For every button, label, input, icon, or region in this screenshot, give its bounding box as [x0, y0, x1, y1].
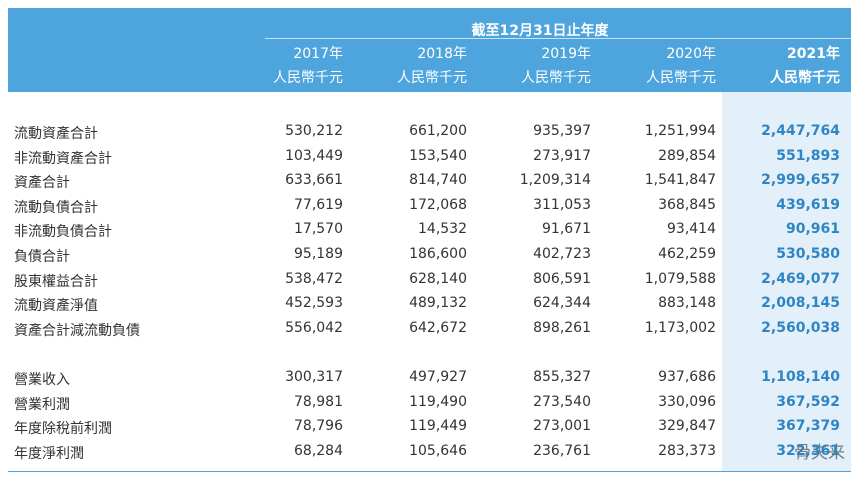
cell-value: 2,469,077 — [761, 270, 840, 287]
cell-value: 153,540 — [409, 147, 467, 164]
cell-value: 661,200 — [409, 123, 467, 139]
row-label: 營業利潤 — [14, 396, 70, 413]
cell-value: 283,373 — [658, 442, 716, 459]
cell-value: 624,344 — [533, 295, 591, 312]
row-label: 負債合計 — [14, 249, 70, 265]
row-label: 流動資產淨值 — [14, 298, 98, 315]
cell-value: 77,619 — [294, 196, 343, 213]
cell-value: 452,593 — [285, 295, 343, 312]
cell-value: 642,672 — [409, 319, 467, 336]
cell-value: 1,541,847 — [644, 172, 716, 189]
cell-value: 937,686 — [658, 369, 716, 385]
cell-value: 236,761 — [533, 442, 591, 459]
cell-value: 68,284 — [294, 442, 343, 459]
cell-value: 935,397 — [533, 123, 591, 139]
column-unit: 人民幣千元 — [646, 70, 716, 86]
row-label: 流動資產合計 — [14, 126, 98, 142]
cell-value: 300,317 — [285, 369, 343, 385]
cell-value: 93,414 — [667, 221, 716, 238]
row-label: 營業收入 — [14, 372, 70, 388]
row-label: 年度淨利潤 — [14, 445, 84, 462]
cell-value: 1,173,002 — [644, 319, 716, 336]
column-year: 2018年 — [417, 46, 467, 62]
cell-value: 368,845 — [658, 196, 716, 213]
cell-value: 119,490 — [409, 393, 467, 410]
cell-value: 402,723 — [533, 246, 591, 262]
cell-value: 273,917 — [533, 147, 591, 164]
bottom-rule — [8, 471, 851, 472]
cell-value: 2,447,764 — [761, 123, 840, 139]
cell-value: 78,796 — [294, 418, 343, 435]
cell-value: 806,591 — [533, 270, 591, 287]
cell-value: 551,893 — [776, 147, 840, 164]
column-year: 2017年 — [293, 46, 343, 62]
row-label: 股東權益合計 — [14, 273, 98, 290]
highlight-column — [722, 92, 851, 472]
column-year: 2021年 — [787, 46, 840, 62]
watermark: 骨夫来 — [794, 443, 845, 463]
cell-value: 90,961 — [785, 221, 840, 238]
column-unit: 人民幣千元 — [521, 70, 591, 86]
cell-value: 330,096 — [658, 393, 716, 410]
cell-value: 530,212 — [285, 123, 343, 139]
row-label: 非流動資產合計 — [14, 150, 112, 167]
cell-value: 14,532 — [418, 221, 467, 238]
cell-value: 439,619 — [776, 196, 840, 213]
cell-value: 814,740 — [409, 172, 467, 189]
row-label: 流動負債合計 — [14, 199, 98, 216]
cell-value: 633,661 — [285, 172, 343, 189]
column-unit: 人民幣千元 — [397, 70, 467, 86]
column-year: 2019年 — [541, 46, 591, 62]
cell-value: 119,449 — [409, 418, 467, 435]
row-label: 年度除稅前利潤 — [14, 421, 112, 438]
cell-value: 628,140 — [409, 270, 467, 287]
cell-value: 17,570 — [294, 221, 343, 238]
cell-value: 186,600 — [409, 246, 467, 262]
row-label: 資產合計 — [14, 175, 70, 192]
cell-value: 855,327 — [533, 369, 591, 385]
cell-value: 367,379 — [776, 418, 840, 435]
cell-value: 1,251,994 — [644, 123, 716, 139]
cell-value: 2,008,145 — [761, 295, 840, 312]
column-unit: 人民幣千元 — [770, 70, 840, 86]
cell-value: 883,148 — [658, 295, 716, 312]
cell-value: 273,001 — [533, 418, 591, 435]
row-label: 非流動負債合計 — [14, 224, 112, 241]
cell-value: 1,108,140 — [761, 369, 840, 385]
header-rule — [265, 38, 851, 39]
cell-value: 898,261 — [533, 319, 591, 336]
cell-value: 556,042 — [285, 319, 343, 336]
cell-value: 367,592 — [776, 393, 840, 410]
cell-value: 538,472 — [285, 270, 343, 287]
cell-value: 172,068 — [409, 196, 467, 213]
cell-value: 2,560,038 — [761, 319, 840, 336]
cell-value: 2,999,657 — [761, 172, 840, 189]
cell-value: 103,449 — [285, 147, 343, 164]
column-unit: 人民幣千元 — [273, 70, 343, 86]
cell-value: 78,981 — [294, 393, 343, 410]
cell-value: 322,361 — [776, 442, 840, 459]
cell-value: 95,189 — [294, 246, 343, 262]
cell-value: 311,053 — [533, 196, 591, 213]
column-year: 2020年 — [666, 46, 716, 62]
cell-value: 91,671 — [542, 221, 591, 238]
cell-value: 1,079,588 — [644, 270, 716, 287]
header-title: 截至12月31日止年度 — [471, 23, 609, 39]
cell-value: 489,132 — [409, 295, 467, 312]
cell-value: 1,209,314 — [519, 172, 591, 189]
cell-value: 273,540 — [533, 393, 591, 410]
cell-value: 105,646 — [409, 442, 467, 459]
cell-value: 497,927 — [409, 369, 467, 385]
cell-value: 462,259 — [658, 246, 716, 262]
row-label: 資產合計減流動負債 — [14, 322, 140, 339]
cell-value: 329,847 — [658, 418, 716, 435]
cell-value: 289,854 — [658, 147, 716, 164]
header-band — [8, 8, 851, 92]
cell-value: 530,580 — [776, 246, 840, 262]
